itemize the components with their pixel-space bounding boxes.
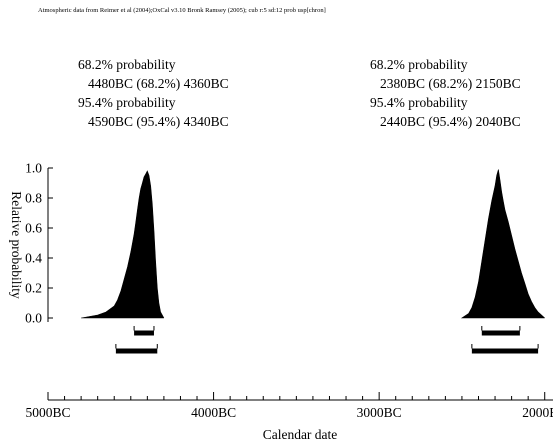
annotation-2-label95: 95.4% probability — [370, 95, 468, 110]
annotation-2-range95: 2440BC (95.4%) 2040BC — [380, 114, 521, 129]
y-tick-label: 0.8 — [25, 191, 42, 206]
range-95-bar-1 — [115, 348, 158, 354]
annotation-1-range68: 4480BC (68.2%) 4360BC — [88, 76, 229, 91]
distribution-2 — [460, 169, 545, 319]
annotation-1-label68: 68.2% probability — [78, 57, 176, 72]
range-68-bar-1 — [134, 330, 154, 336]
range-68-bar-2 — [481, 330, 520, 336]
y-tick-label: 1.0 — [25, 161, 42, 176]
x-ticks: 5000BC 4000BC 3000BC 2000BC — [25, 392, 553, 420]
annotation-1-range95: 4590BC (95.4%) 4340BC — [88, 114, 229, 129]
annotation-2-label68: 68.2% probability — [370, 57, 468, 72]
distribution-1 — [81, 170, 165, 319]
annotation-1-label95: 95.4% probability — [78, 95, 176, 110]
range-bars — [115, 326, 539, 354]
y-ticks: 0.0 0.2 0.4 0.6 0.8 1.0 — [25, 161, 53, 326]
annotation-2: 68.2% probability 2380BC (68.2%) 2150BC … — [370, 57, 521, 129]
range-95-bar-2 — [471, 348, 539, 354]
y-axis-label: Relative probability — [9, 191, 24, 299]
annotation-1: 68.2% probability 4480BC (68.2%) 4360BC … — [78, 57, 229, 129]
x-tick-label: 5000BC — [25, 405, 70, 420]
annotation-2-range68: 2380BC (68.2%) 2150BC — [380, 76, 521, 91]
x-tick-label: 2000BC — [522, 405, 553, 420]
y-tick-label: 0.4 — [25, 251, 42, 266]
x-axis-label: Calendar date — [263, 427, 338, 442]
y-tick-label: 0.2 — [25, 281, 42, 296]
x-tick-label: 4000BC — [191, 405, 236, 420]
x-tick-label: 3000BC — [357, 405, 402, 420]
y-tick-label: 0.6 — [25, 221, 42, 236]
distributions — [81, 169, 545, 319]
y-tick-label: 0.0 — [25, 311, 42, 326]
chart-header: Atmospheric data from Reimer et al (2004… — [38, 7, 326, 14]
